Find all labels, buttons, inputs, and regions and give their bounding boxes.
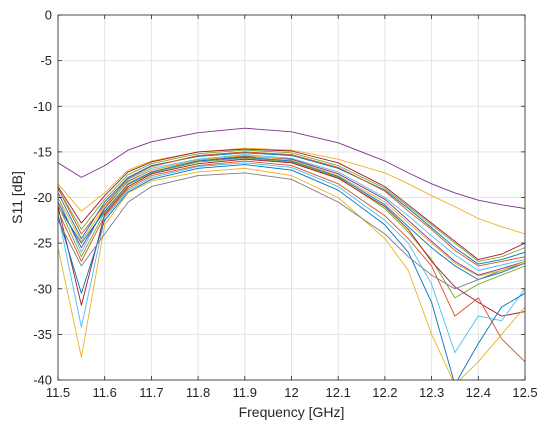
axes xyxy=(57,14,526,381)
y-axis-label: S11 [dB] xyxy=(9,171,25,224)
series-line-5 xyxy=(58,152,525,265)
x-tick-label: 11.7 xyxy=(139,385,163,400)
x-tick-labels: 11.5 11.6 11.7 11.8 11.9 12 12.1 12.2 12.3 12.4 12… xyxy=(46,385,538,400)
y-tick-label: -40 xyxy=(33,373,52,388)
series-line-14 xyxy=(58,164,525,380)
x-tick-label: 12.5 xyxy=(512,385,537,400)
series-line-9 xyxy=(58,156,525,281)
x-tick-label: 11.8 xyxy=(186,385,210,400)
x-tick-label: 12.4 xyxy=(466,385,491,400)
series-line-4 xyxy=(58,149,525,262)
y-tick-label: -20 xyxy=(33,190,52,205)
x-tick-label: 12.3 xyxy=(419,385,444,400)
series-line-17 xyxy=(58,155,525,277)
series-line-3 xyxy=(58,148,525,261)
y-tick-label: -25 xyxy=(33,236,52,251)
series-line-1 xyxy=(58,127,525,209)
series-line-7 xyxy=(58,154,525,271)
x-tick-label: 12 xyxy=(284,385,298,400)
x-tick-label: 11.6 xyxy=(93,385,117,400)
y-tick-label: 0 xyxy=(45,8,52,23)
x-axis-label: Frequency [GHz] xyxy=(239,404,345,420)
series-line-12 xyxy=(58,160,525,363)
y-tick-label: -35 xyxy=(33,327,52,342)
series-lines xyxy=(58,127,525,380)
y-tick-labels: 0 -5 -10 -15 -20 -25 -30 -35 -40 xyxy=(33,8,52,388)
y-tick-label: -5 xyxy=(40,53,52,68)
y-tick-label: -30 xyxy=(33,281,52,296)
series-line-10 xyxy=(58,157,525,299)
y-tick-label: -10 xyxy=(33,99,52,114)
x-tick-label: 12.1 xyxy=(326,385,351,400)
series-line-6 xyxy=(58,151,525,267)
series-line-2 xyxy=(58,147,525,235)
series-line-16 xyxy=(58,172,525,290)
series-line-15 xyxy=(58,167,525,380)
y-tick-label: -15 xyxy=(33,144,52,159)
x-tick-label: 11.5 xyxy=(46,385,70,400)
x-tick-label: 12.2 xyxy=(372,385,397,400)
x-tick-label: 11.9 xyxy=(233,385,257,400)
series-line-11 xyxy=(58,158,525,317)
series-line-13 xyxy=(58,162,525,354)
